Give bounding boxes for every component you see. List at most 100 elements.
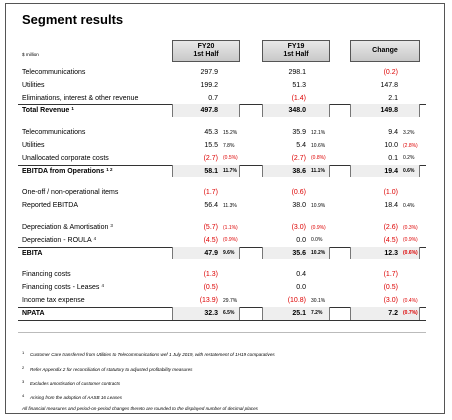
column-header-text: FY20 <box>197 43 215 50</box>
row-label: Financing costs <box>22 270 71 279</box>
value: (5.7) <box>203 224 218 231</box>
row-label-text: EBITA <box>22 249 43 257</box>
row-label-text: Unallocated corporate costs <box>22 154 109 162</box>
percent: 12.1% <box>311 129 326 136</box>
row-label: EBITDA from Operations 1 2 <box>22 167 112 176</box>
total-cell <box>262 164 330 178</box>
total-cell <box>172 246 240 260</box>
footnote-text: Excludes amortisation of customer contra… <box>30 381 121 386</box>
value: (1.7) <box>383 271 398 279</box>
row-label: Utilities <box>22 141 45 150</box>
value: 2.1 <box>388 94 398 102</box>
percent: (0.3%) <box>403 224 418 231</box>
row-label: Reported EBITDA <box>22 201 78 210</box>
value: 0.1 <box>388 154 398 162</box>
value: 12.3 <box>384 249 398 257</box>
footnote-ref: 4 <box>101 283 104 289</box>
percent: (0.5%) <box>223 155 238 162</box>
column-header: Change <box>350 40 420 62</box>
value: 25.1 <box>292 309 306 317</box>
value: (0.2) <box>383 69 398 76</box>
value: 18.4 <box>384 202 398 210</box>
value: (1.0) <box>383 189 398 197</box>
row-label: Utilities <box>22 81 45 90</box>
value: (0.5) <box>203 284 218 292</box>
value: 0.4 <box>296 271 306 279</box>
value: 47.9 <box>204 249 218 257</box>
percent: 10.6% <box>311 142 326 149</box>
percent: (1.1%) <box>223 224 238 231</box>
value: 0.0 <box>296 236 306 244</box>
percent: 11.7% <box>223 168 237 175</box>
footnote-mark: 1 <box>22 350 25 355</box>
title: Segment results <box>22 12 124 27</box>
value: (3.0) <box>383 297 398 304</box>
percent: 11.3% <box>223 202 237 209</box>
column-header-text: 1st Half <box>283 51 309 58</box>
row-label-text: Depreciation & Amortisation <box>22 224 109 231</box>
total-cell <box>262 306 330 320</box>
footnote-ref: 4 <box>93 235 97 241</box>
percent: 0.0% <box>311 237 323 244</box>
row-label: Eliminations, interest & other revenue <box>22 94 138 103</box>
percent: 10.2% <box>311 250 326 257</box>
value: (10.8) <box>287 297 306 304</box>
row-label: Telecommunications <box>22 68 85 77</box>
total-cell <box>172 306 240 320</box>
footnote-ref: 3 <box>110 223 113 228</box>
row-label: One-off / non-operational items <box>22 188 118 197</box>
total-cell <box>350 246 420 260</box>
footnote-ref: 1 <box>71 106 74 112</box>
total-cell <box>172 164 240 178</box>
value: 9.4 <box>388 129 398 137</box>
row-label: EBITA <box>22 249 42 258</box>
value: (3.0) <box>291 224 306 231</box>
percent: 0.2% <box>403 155 415 162</box>
footnote-ref: 1 2 <box>106 166 113 172</box>
value: 38.6 <box>292 167 306 175</box>
value: 35.9 <box>292 129 306 137</box>
footnote-text: Refer Appendix 2 for reconciliation of s… <box>30 367 193 372</box>
value: 38.0 <box>292 202 306 210</box>
value: 497.8 <box>200 107 218 115</box>
value: 32.3 <box>204 309 218 317</box>
value: (0.5) <box>383 284 398 292</box>
value: (1.7) <box>203 189 218 197</box>
percent: (0.9%) <box>311 224 326 231</box>
total-cell <box>262 246 330 260</box>
value: (2.7) <box>291 154 306 162</box>
row-label-text: Total Revenue <box>22 107 70 115</box>
value: 19.4 <box>384 167 398 175</box>
value: 58.1 <box>204 167 218 175</box>
unit: $ million <box>22 52 39 57</box>
row-label-text: Telecommunications <box>22 69 86 76</box>
row-rule <box>18 319 426 321</box>
percent: 11.1% <box>311 168 325 175</box>
value: (1.4) <box>291 94 306 102</box>
row-label: Telecommunications <box>22 128 85 137</box>
percent: 0.6% <box>403 168 415 175</box>
footnote-mark: 3 <box>22 379 25 384</box>
column-header: FY19 1st Half <box>262 40 330 62</box>
column-header-text: FY19 <box>287 43 305 50</box>
value: 149.8 <box>380 107 398 115</box>
percent: (0.6%) <box>403 250 418 257</box>
total-cell <box>172 104 240 118</box>
percent: 30.1% <box>311 297 326 304</box>
row-label-text: One-off / non-operational items <box>22 189 119 197</box>
row-label: Income tax expense <box>22 296 85 305</box>
percent: 15.2% <box>223 129 238 136</box>
footnote-text: Customer Care transferred from Utilities… <box>30 352 275 357</box>
value: 298.1 <box>288 69 306 76</box>
row-label-text: Financing costs - Leases <box>22 284 100 292</box>
percent: (0.7%) <box>403 310 418 317</box>
total-cell <box>350 306 420 320</box>
value: 0.7 <box>208 94 218 102</box>
percent: 10.9% <box>311 202 326 209</box>
percent: 6.5% <box>223 310 235 317</box>
row-label-text: NPATA <box>22 309 45 317</box>
row-label-text: Depreciation - ROULA <box>22 236 92 244</box>
percent: (0.9%) <box>223 237 238 244</box>
percent: (0.9%) <box>403 237 418 244</box>
value: (0.6) <box>291 189 306 197</box>
